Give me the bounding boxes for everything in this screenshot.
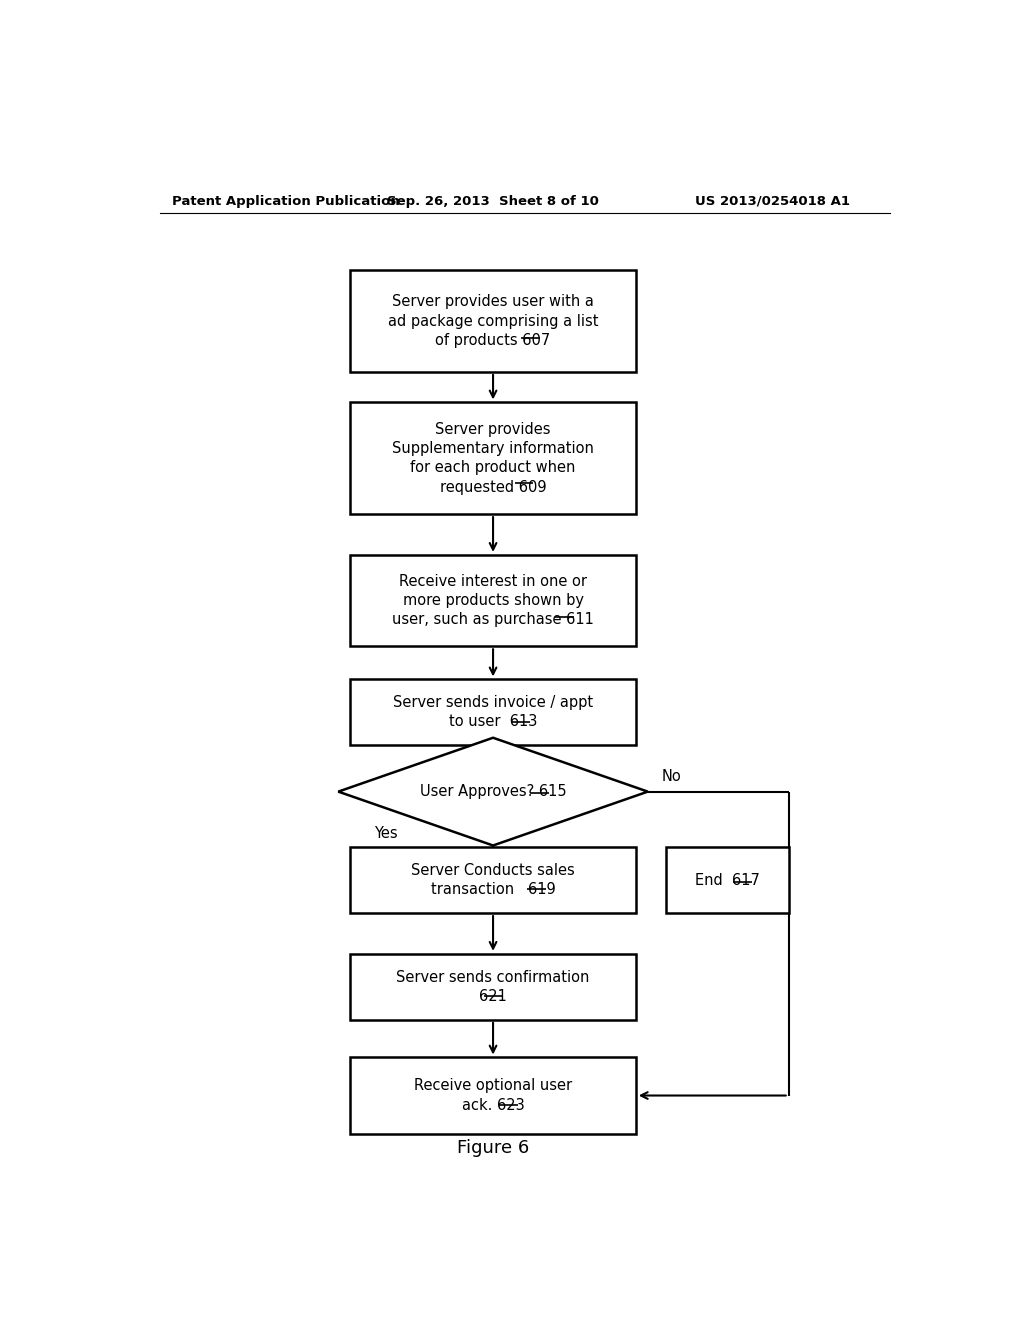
Bar xyxy=(350,271,636,372)
Text: US 2013/0254018 A1: US 2013/0254018 A1 xyxy=(695,194,850,207)
Polygon shape xyxy=(338,738,648,846)
Text: Figure 6: Figure 6 xyxy=(457,1139,529,1158)
Text: Sep. 26, 2013  Sheet 8 of 10: Sep. 26, 2013 Sheet 8 of 10 xyxy=(387,194,599,207)
Text: Yes: Yes xyxy=(374,826,397,841)
Bar xyxy=(350,680,636,746)
Text: Server provides user with a
ad package comprising a list
of products 607: Server provides user with a ad package c… xyxy=(388,294,598,347)
Text: Server sends confirmation
621: Server sends confirmation 621 xyxy=(396,970,590,1005)
Text: End  617: End 617 xyxy=(694,873,760,887)
Bar xyxy=(350,954,636,1020)
Bar xyxy=(350,847,636,913)
Text: Receive optional user
ack. 623: Receive optional user ack. 623 xyxy=(414,1078,572,1113)
Text: No: No xyxy=(662,768,682,784)
Bar xyxy=(350,554,636,647)
Bar xyxy=(350,403,636,515)
Text: Server provides
Supplementary information
for each product when
requested 609: Server provides Supplementary informatio… xyxy=(392,422,594,495)
Text: Receive interest in one or
more products shown by
user, such as purchase 611: Receive interest in one or more products… xyxy=(392,574,594,627)
Text: Server Conducts sales
transaction   619: Server Conducts sales transaction 619 xyxy=(412,863,574,898)
Text: User Approves? 615: User Approves? 615 xyxy=(420,784,566,799)
Text: Server sends invoice / appt
to user  613: Server sends invoice / appt to user 613 xyxy=(393,696,593,730)
Text: Patent Application Publication: Patent Application Publication xyxy=(172,194,399,207)
Bar xyxy=(666,847,788,913)
Bar xyxy=(350,1057,636,1134)
